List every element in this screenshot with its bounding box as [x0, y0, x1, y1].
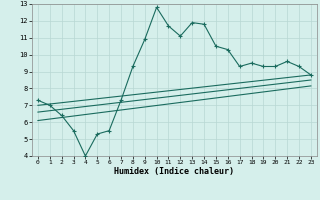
X-axis label: Humidex (Indice chaleur): Humidex (Indice chaleur) [115, 167, 234, 176]
